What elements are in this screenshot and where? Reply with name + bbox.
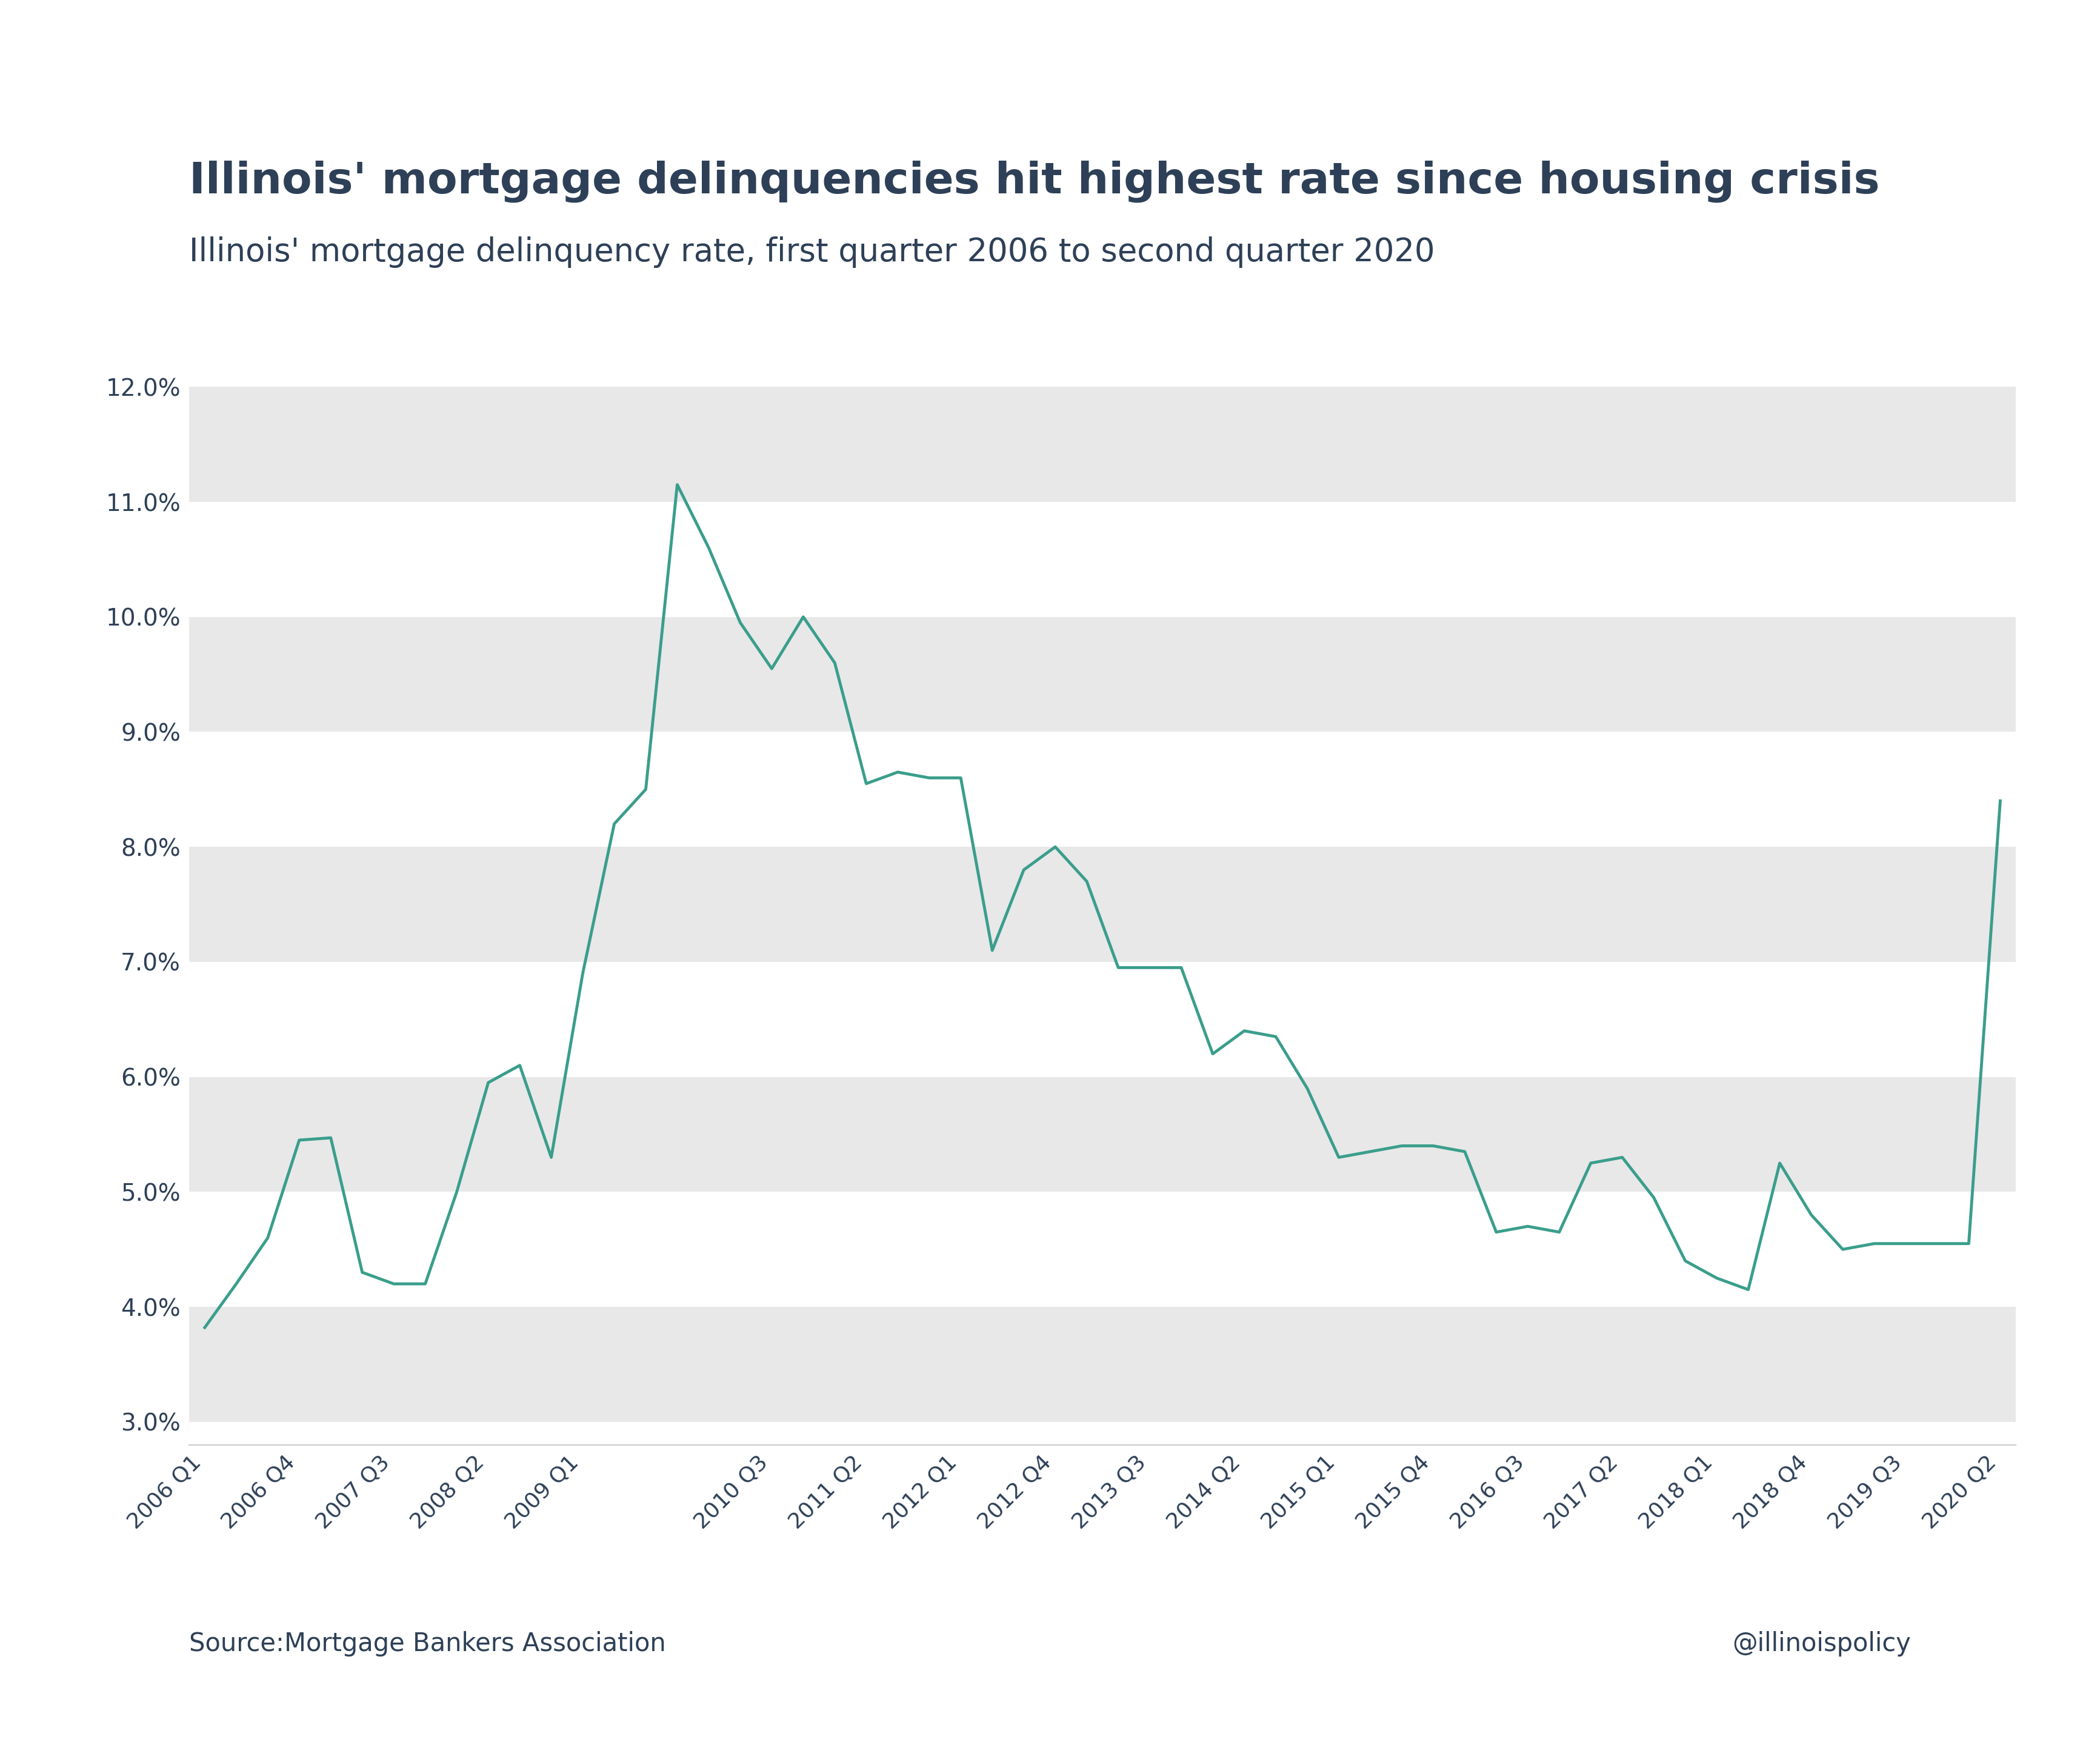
Bar	[189, 388, 2016, 502]
Text: Illinois' mortgage delinquencies hit highest rate since housing crisis: Illinois' mortgage delinquencies hit hig…	[189, 160, 1880, 203]
Bar	[189, 1077, 2016, 1191]
Bar	[189, 1307, 2016, 1422]
Bar	[189, 848, 2016, 962]
Text: Illinois' mortgage delinquency rate, first quarter 2006 to second quarter 2020: Illinois' mortgage delinquency rate, fir…	[189, 236, 1434, 268]
Text: @illinoispolicy: @illinoispolicy	[1732, 1632, 1911, 1656]
Text: Source:Mortgage Bankers Association: Source:Mortgage Bankers Association	[189, 1632, 666, 1656]
Bar	[189, 617, 2016, 731]
